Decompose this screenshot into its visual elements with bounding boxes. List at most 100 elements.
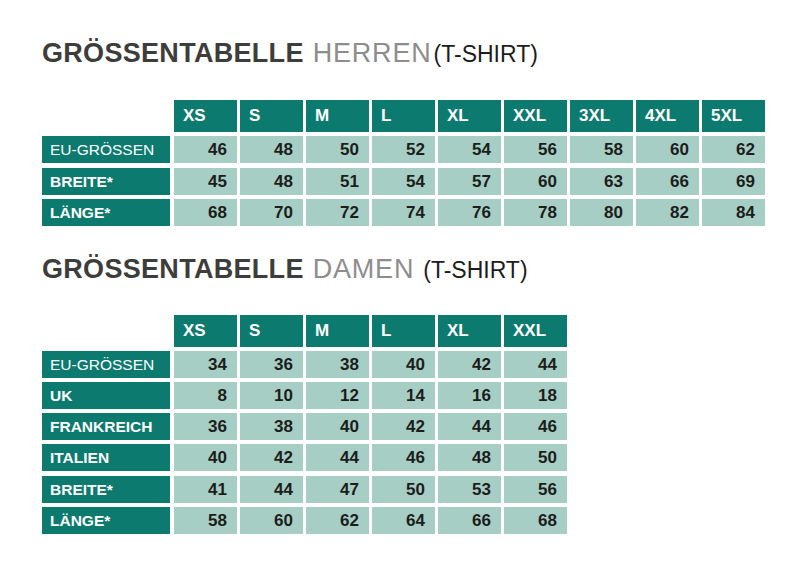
row-label: BREITE* [42,168,170,195]
value-cell: 44 [438,413,501,440]
column-header-xxl: XXL [504,315,567,347]
title-audience: DAMEN [313,254,415,285]
value-cell: 42 [240,444,303,471]
value-cell: 74 [372,199,435,226]
value-cell: 46 [504,413,567,440]
value-cell: 70 [240,199,303,226]
value-cell: 12 [306,382,369,409]
row-label: LÄNGE* [42,507,170,534]
value-cell: 40 [306,413,369,440]
column-header-s: S [240,315,303,347]
value-cell: 48 [438,444,501,471]
value-cell: 53 [438,476,501,503]
value-cell: 76 [438,199,501,226]
table-row: UK81012141618 [42,382,567,409]
value-cell: 62 [306,507,369,534]
row-group: EU-GRÖSSEN343638404244UK81012141618FRANK… [42,351,567,471]
value-cell: 44 [306,444,369,471]
value-cell: 60 [240,507,303,534]
value-cell: 45 [174,168,237,195]
column-header-l: L [372,100,435,132]
value-cell: 57 [438,168,501,195]
value-cell: 50 [306,136,369,163]
row-group: EU-GRÖSSEN464850525456586062 [42,136,765,163]
row-label: ITALIEN [42,444,170,471]
section-title-damen: GRÖSSENTABELLE DAMEN (T-SHIRT) [42,254,528,285]
header-row: XSSMLXLXXL3XL4XL5XL [42,100,765,132]
value-cell: 44 [240,476,303,503]
column-header-m: M [306,100,369,132]
title-main: GRÖSSENTABELLE [42,254,304,285]
value-cell: 47 [306,476,369,503]
column-header-s: S [240,100,303,132]
value-cell: 72 [306,199,369,226]
value-cell: 50 [372,476,435,503]
column-header-xs: XS [174,100,237,132]
value-cell: 68 [174,199,237,226]
row-group: BREITE*454851545760636669LÄNGE*687072747… [42,168,765,226]
value-cell: 46 [174,136,237,163]
row-group: BREITE*414447505356 LÄNGE*586062646668 [42,476,567,534]
table-row: ITALIEN404244464850 [42,444,567,471]
value-cell: 60 [636,136,699,163]
column-header-3xl: 3XL [570,100,633,132]
value-cell: 56 [504,476,567,503]
value-cell: 56 [504,136,567,163]
value-cell: 41 [174,476,237,503]
value-cell: 18 [504,382,567,409]
value-cell: 51 [306,168,369,195]
column-header-xxl: XXL [504,100,567,132]
table-row: LÄNGE*586062646668 [42,507,567,534]
value-cell: 16 [438,382,501,409]
value-cell: 60 [504,168,567,195]
title-garment: (T-SHIRT) [423,257,527,284]
value-cell: 58 [570,136,633,163]
column-header-4xl: 4XL [636,100,699,132]
value-cell: 69 [702,168,765,195]
value-cell: 80 [570,199,633,226]
table-row: EU-GRÖSSEN343638404244 [42,351,567,378]
value-cell: 52 [372,136,435,163]
value-cell: 54 [438,136,501,163]
value-cell: 78 [504,199,567,226]
value-cell: 54 [372,168,435,195]
row-label: EU-GRÖSSEN [42,136,170,163]
title-garment: (T-SHIRT) [434,41,538,68]
value-cell: 82 [636,199,699,226]
value-cell: 48 [240,168,303,195]
value-cell: 42 [372,413,435,440]
value-cell: 63 [570,168,633,195]
value-cell: 48 [240,136,303,163]
value-cell: 42 [438,351,501,378]
value-cell: 36 [174,413,237,440]
row-label: UK [42,382,170,409]
row-label: EU-GRÖSSEN [42,351,170,378]
section-title-herren: GRÖSSENTABELLE HERREN (T-SHIRT) [42,38,538,69]
column-header-m: M [306,315,369,347]
title-audience: HERREN [313,38,432,69]
header-spacer [42,315,170,347]
value-cell: 40 [372,351,435,378]
value-cell: 62 [702,136,765,163]
table-row: BREITE*414447505356 [42,476,567,503]
value-cell: 36 [240,351,303,378]
value-cell: 38 [240,413,303,440]
size-table-herren: XSSMLXLXXL3XL4XL5XLEU-GRÖSSEN46485052545… [42,100,765,226]
table-row: LÄNGE*687072747678808284 [42,199,765,226]
value-cell: 50 [504,444,567,471]
column-header-xl: XL [438,100,501,132]
value-cell: 68 [504,507,567,534]
row-label: FRANKREICH [42,413,170,440]
value-cell: 66 [438,507,501,534]
value-cell: 34 [174,351,237,378]
value-cell: 44 [504,351,567,378]
value-cell: 66 [636,168,699,195]
header-spacer [42,100,170,132]
row-label: LÄNGE* [42,199,170,226]
size-chart-page: GRÖSSENTABELLE HERREN (T-SHIRT) XSSMLXLX… [0,0,803,583]
value-cell: 14 [372,382,435,409]
column-header-5xl: 5XL [702,100,765,132]
value-cell: 58 [174,507,237,534]
value-cell: 84 [702,199,765,226]
column-header-xs: XS [174,315,237,347]
